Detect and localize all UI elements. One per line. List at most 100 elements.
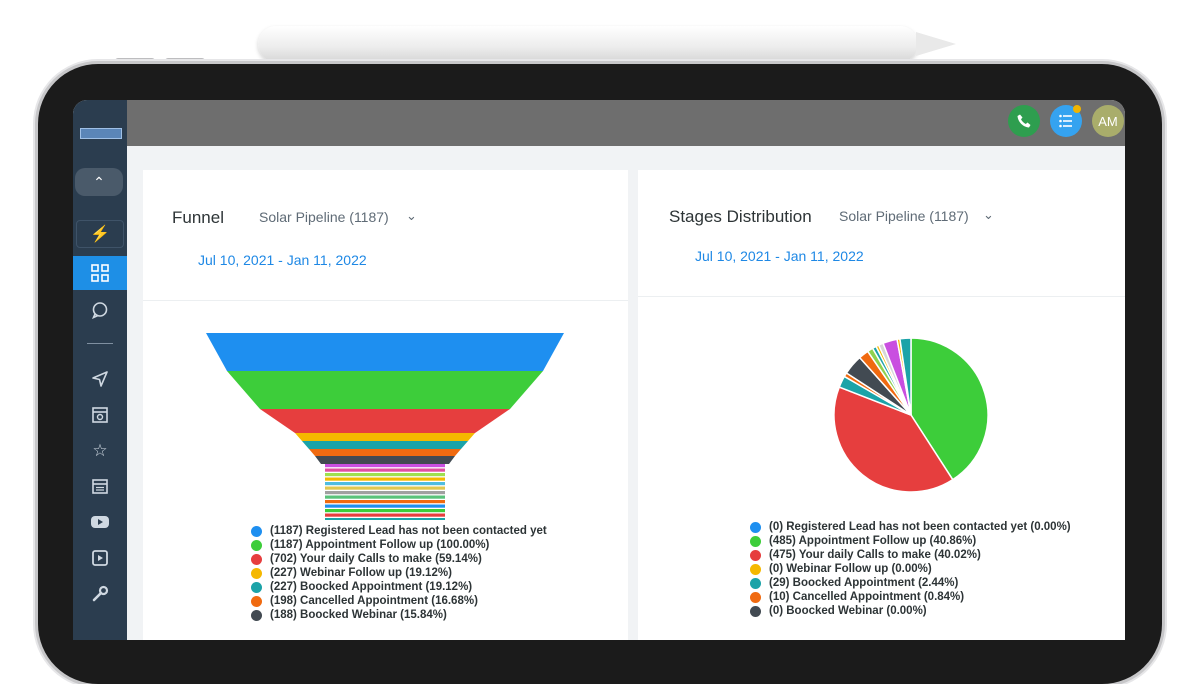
legend-label: (1187) Registered Lead has not been cont… xyxy=(270,525,547,537)
top-bar xyxy=(127,100,1125,146)
media-glyph xyxy=(92,550,108,566)
funnel-stage xyxy=(227,371,543,409)
legend-item[interactable]: (198) Cancelled Appointment (16.68%) xyxy=(251,594,547,608)
video-glyph xyxy=(91,516,109,528)
legend-swatch xyxy=(750,591,761,603)
app-screen: ⌃ ⚡ xyxy=(73,100,1125,640)
funnel-stage xyxy=(302,441,468,449)
legend-item[interactable]: (0) Registered Lead has not been contact… xyxy=(750,520,1071,534)
funnel-stage xyxy=(325,482,445,486)
legend-label: (227) Boocked Appointment (19.12%) xyxy=(270,581,473,593)
stages-pie-chart xyxy=(833,337,989,493)
funnel-stage xyxy=(315,456,455,464)
legend-label: (10) Cancelled Appointment (0.84%) xyxy=(769,591,965,603)
funnel-legend: (1187) Registered Lead has not been cont… xyxy=(251,524,547,622)
legend-swatch xyxy=(251,595,262,607)
legend-label: (0) Boocked Webinar (0.00%) xyxy=(769,605,927,617)
calendar-glyph xyxy=(92,479,108,494)
billing-icon[interactable] xyxy=(73,398,127,432)
legend-swatch xyxy=(750,577,761,589)
stages-card-header: Stages Distribution Solar Pipeline (1187… xyxy=(638,170,1125,297)
bolt-icon[interactable]: ⚡ xyxy=(76,220,124,248)
funnel-stage xyxy=(325,518,445,520)
funnel-stage xyxy=(325,468,445,472)
sidebar-toggle-icon[interactable]: ⌃ xyxy=(75,168,123,196)
legend-item[interactable]: (1187) Appointment Follow up (100.00%) xyxy=(251,538,547,552)
legend-item[interactable]: (702) Your daily Calls to make (59.14%) xyxy=(251,552,547,566)
pie-slice xyxy=(833,386,954,493)
video-icon[interactable] xyxy=(73,505,127,539)
legend-swatch xyxy=(750,605,761,617)
funnel-stage xyxy=(325,509,445,513)
star-icon[interactable]: ☆ xyxy=(92,441,108,460)
chevron-down-icon[interactable]: ⌄ xyxy=(983,207,994,222)
funnel-stage xyxy=(295,433,475,441)
legend-item[interactable]: (0) Webinar Follow up (0.00%) xyxy=(750,562,1071,576)
legend-label: (0) Registered Lead has not been contact… xyxy=(769,521,1071,533)
stages-legend: (0) Registered Lead has not been contact… xyxy=(750,520,1071,618)
legend-swatch xyxy=(251,567,262,579)
legend-swatch xyxy=(251,609,262,621)
legend-swatch xyxy=(750,549,761,561)
legend-label: (188) Boocked Webinar (15.84%) xyxy=(270,609,447,621)
media-icon[interactable] xyxy=(73,541,127,575)
legend-item[interactable]: (227) Boocked Appointment (19.12%) xyxy=(251,580,547,594)
legend-swatch xyxy=(251,581,262,593)
legend-swatch xyxy=(251,553,262,565)
apple-pencil-tip xyxy=(916,32,956,56)
send-icon[interactable] xyxy=(73,362,127,396)
chat-icon[interactable] xyxy=(73,293,127,327)
funnel-stage xyxy=(325,495,445,499)
legend-item[interactable]: (475) Your daily Calls to make (40.02%) xyxy=(750,548,1071,562)
legend-label: (227) Webinar Follow up (19.12%) xyxy=(270,567,452,579)
funnel-title: Funnel xyxy=(172,208,224,227)
dashboard-glyph xyxy=(91,264,109,282)
stages-date-range[interactable]: Jul 10, 2021 - Jan 11, 2022 xyxy=(695,248,864,264)
legend-swatch xyxy=(750,521,761,533)
funnel-chart xyxy=(206,333,564,520)
legend-item[interactable]: (0) Boocked Webinar (0.00%) xyxy=(750,604,1071,618)
funnel-stage xyxy=(325,486,445,490)
notification-dot xyxy=(1073,105,1081,113)
chevron-down-icon[interactable]: ⌄ xyxy=(406,208,417,223)
legend-item[interactable]: (227) Webinar Follow up (19.12%) xyxy=(251,566,547,580)
phone-icon[interactable] xyxy=(1008,105,1040,137)
legend-swatch xyxy=(750,563,761,575)
funnel-stage xyxy=(325,477,445,481)
funnel-stage xyxy=(325,513,445,517)
legend-item[interactable]: (29) Boocked Appointment (2.44%) xyxy=(750,576,1071,590)
brand-logo xyxy=(80,128,122,139)
funnel-stage xyxy=(325,504,445,508)
legend-item[interactable]: (10) Cancelled Appointment (0.84%) xyxy=(750,590,1071,604)
funnel-stage xyxy=(325,464,445,468)
dashboard-icon[interactable] xyxy=(73,256,127,290)
stages-title: Stages Distribution xyxy=(669,207,812,226)
funnel-date-range[interactable]: Jul 10, 2021 - Jan 11, 2022 xyxy=(198,252,367,268)
legend-item[interactable]: (188) Boocked Webinar (15.84%) xyxy=(251,608,547,622)
phone-glyph xyxy=(1017,114,1031,128)
pie-slice xyxy=(899,337,912,416)
calendar-icon[interactable] xyxy=(73,469,127,503)
funnel-stage xyxy=(325,491,445,495)
legend-item[interactable]: (1187) Registered Lead has not been cont… xyxy=(251,524,547,538)
device-button xyxy=(165,58,205,65)
send-glyph xyxy=(92,371,108,387)
funnel-pipeline-select[interactable]: Solar Pipeline (1187) xyxy=(259,209,389,225)
sidebar-divider xyxy=(87,343,113,344)
legend-label: (198) Cancelled Appointment (16.68%) xyxy=(270,595,478,607)
wrench-icon[interactable] xyxy=(73,577,127,611)
funnel-stage xyxy=(206,333,564,371)
funnel-stage xyxy=(309,449,461,456)
avatar[interactable]: AM xyxy=(1092,105,1124,137)
funnel-stage xyxy=(325,473,445,477)
funnel-card-header: Funnel Solar Pipeline (1187) ⌄ Jul 10, 2… xyxy=(143,170,628,301)
legend-label: (702) Your daily Calls to make (59.14%) xyxy=(270,553,482,565)
apple-pencil xyxy=(258,26,918,62)
legend-label: (485) Appointment Follow up (40.86%) xyxy=(769,535,977,547)
stages-pipeline-select[interactable]: Solar Pipeline (1187) xyxy=(839,208,969,224)
wrench-glyph xyxy=(92,585,109,602)
legend-item[interactable]: (485) Appointment Follow up (40.86%) xyxy=(750,534,1071,548)
sidebar: ⌃ ⚡ xyxy=(73,100,127,640)
legend-label: (475) Your daily Calls to make (40.02%) xyxy=(769,549,981,561)
legend-swatch xyxy=(251,539,262,551)
